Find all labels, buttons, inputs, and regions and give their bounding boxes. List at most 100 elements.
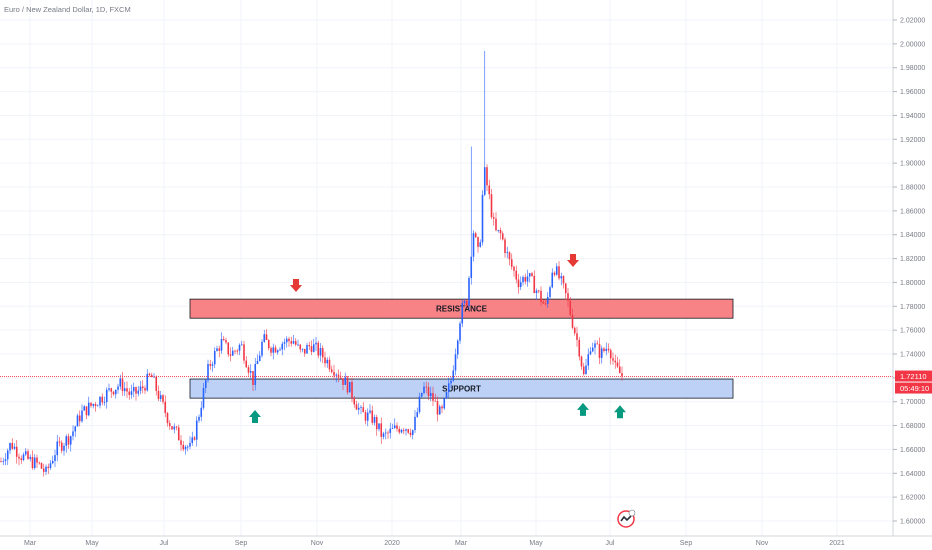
candle-body [396,425,398,429]
candle-body [362,407,365,413]
candle-body [326,359,329,364]
y-tick-label: 1.98000 [900,65,925,72]
candle-body [432,393,434,401]
candle-body [306,345,308,354]
candle-body [472,233,475,257]
support-zone [189,378,734,399]
candle-body [515,270,518,280]
candle-body [234,350,236,352]
x-tick-label: Nov [311,540,324,547]
candle-body [303,348,306,354]
candle-body [501,233,504,240]
candle-body [508,252,511,260]
candle-body [81,410,83,422]
candle-body [522,277,524,283]
candle-body [452,370,455,381]
candle-body [537,290,540,292]
y-tick-label: 1.96000 [900,89,925,96]
tradingview-logo[interactable] [617,509,636,528]
candle-body [99,396,101,406]
candle-body [195,420,198,440]
y-tick-label: 1.82000 [900,256,925,263]
candle-body [477,237,479,247]
candle-body [258,355,261,361]
candle-body [495,218,497,231]
candle-body [486,167,488,186]
candle-body [9,442,11,451]
candle-body [274,347,277,353]
candle-body [294,341,297,345]
candle-body [207,364,209,381]
candle-body [526,276,529,282]
candle-body [173,426,176,430]
candle-body [191,437,194,443]
candle-body [101,396,104,403]
candle-body [243,344,245,361]
candle-body [346,377,349,393]
candle-body [117,386,119,390]
x-tick-label: 2020 [384,540,400,547]
x-tick-label: Sep [680,540,693,547]
candle-body [63,445,65,451]
x-tick-label: Jul [606,540,615,547]
candle-body [369,410,371,413]
candle-body [571,314,574,328]
candle-body [265,334,268,341]
candle-body [283,342,286,344]
candle-body [238,344,241,351]
candle-body [384,432,387,434]
candle-body [92,404,95,406]
y-tick-label: 1.62000 [900,495,925,502]
candle-body [292,341,295,344]
candle-body [229,354,232,356]
candle-body [83,406,86,411]
candle-body [112,391,115,395]
candle-body [270,348,272,353]
candle-body [441,406,443,409]
arrow-down-icon [290,279,302,293]
candle-body [333,371,335,376]
candle-body [348,381,351,393]
candle-body [245,360,248,368]
candle-body [72,431,74,437]
candle-body [378,423,380,430]
candle-body [483,167,486,195]
grid [0,0,893,536]
x-tick-label: Nov [756,540,769,547]
candle-body [387,432,389,434]
support-zone-label: SUPPORT [442,385,481,394]
candle-body [60,442,63,451]
candle-body [450,380,452,384]
candle-body [312,344,315,352]
candle-body [587,354,590,366]
time-axis[interactable]: Mar May Jul Sep Nov 2020 Mar May Jul Sep Nov 2021 [24,540,845,547]
candle-body [407,429,410,433]
candle-body [409,432,412,435]
candle-body [553,272,556,275]
candle-body [461,303,464,324]
y-tick-label: 2.02000 [900,18,925,25]
candle-body [465,301,468,307]
candle-body [373,417,376,423]
candle-body [585,365,587,375]
candle-body [162,395,164,402]
candle-body [105,389,108,402]
candle-body [236,350,239,352]
candle-body [479,242,482,247]
candle-body [18,456,20,459]
candle-body [202,388,205,408]
candle-body [240,344,243,346]
y-tick-label: 1.68000 [900,423,925,430]
candle-body [6,450,9,460]
candle-body [445,392,448,399]
candle-body [468,277,470,307]
candle-body [4,459,7,461]
candle-body [488,185,491,195]
candle-body [103,401,106,403]
candle-body [225,340,227,343]
candle-body [177,427,180,441]
candle-body [153,376,155,378]
y-tick-label: 1.66000 [900,447,925,454]
candle-body [357,407,360,410]
